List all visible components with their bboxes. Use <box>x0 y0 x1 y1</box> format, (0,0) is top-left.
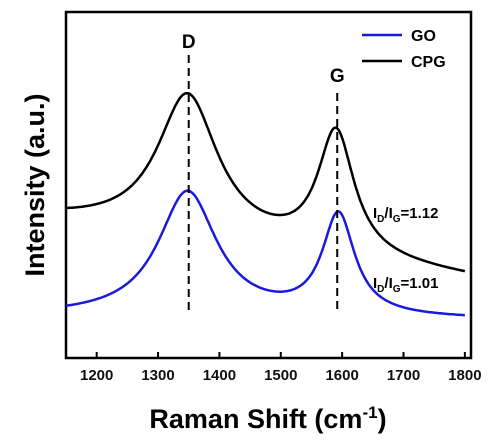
x-tick-label: 1300 <box>141 367 174 384</box>
plot-frame <box>64 10 473 360</box>
series-line-cpg <box>66 91 466 273</box>
x-tick-label: 1400 <box>203 367 236 384</box>
x-tick-label: 1700 <box>387 367 420 384</box>
x-tick-label: 1500 <box>264 367 297 384</box>
peak-label-g: G <box>330 66 345 87</box>
legend-label-go: GO <box>411 28 436 45</box>
legend-label-cpg: CPG <box>411 54 446 71</box>
x-axis-title: Raman Shift (cm-1) <box>149 403 386 434</box>
x-tick-label: 1600 <box>325 367 358 384</box>
x-tick-label: 1200 <box>80 367 113 384</box>
x-tick-label: 1800 <box>448 367 481 384</box>
x-axis-ticks: 1200 1300 1400 1500 1600 1700 1800 <box>80 352 482 384</box>
peak-label-d: D <box>182 32 196 53</box>
y-axis-title: Intensity (a.u.) <box>20 93 50 276</box>
ratio-annotation-go: ID/IG=1.01 <box>373 275 439 295</box>
peak-lines: DG <box>182 32 345 312</box>
series-group <box>65 91 466 317</box>
ratio-annotation-cpg: ID/IG=1.12 <box>373 205 439 225</box>
legend: GO CPG <box>362 28 446 71</box>
series-line-go <box>65 189 465 317</box>
